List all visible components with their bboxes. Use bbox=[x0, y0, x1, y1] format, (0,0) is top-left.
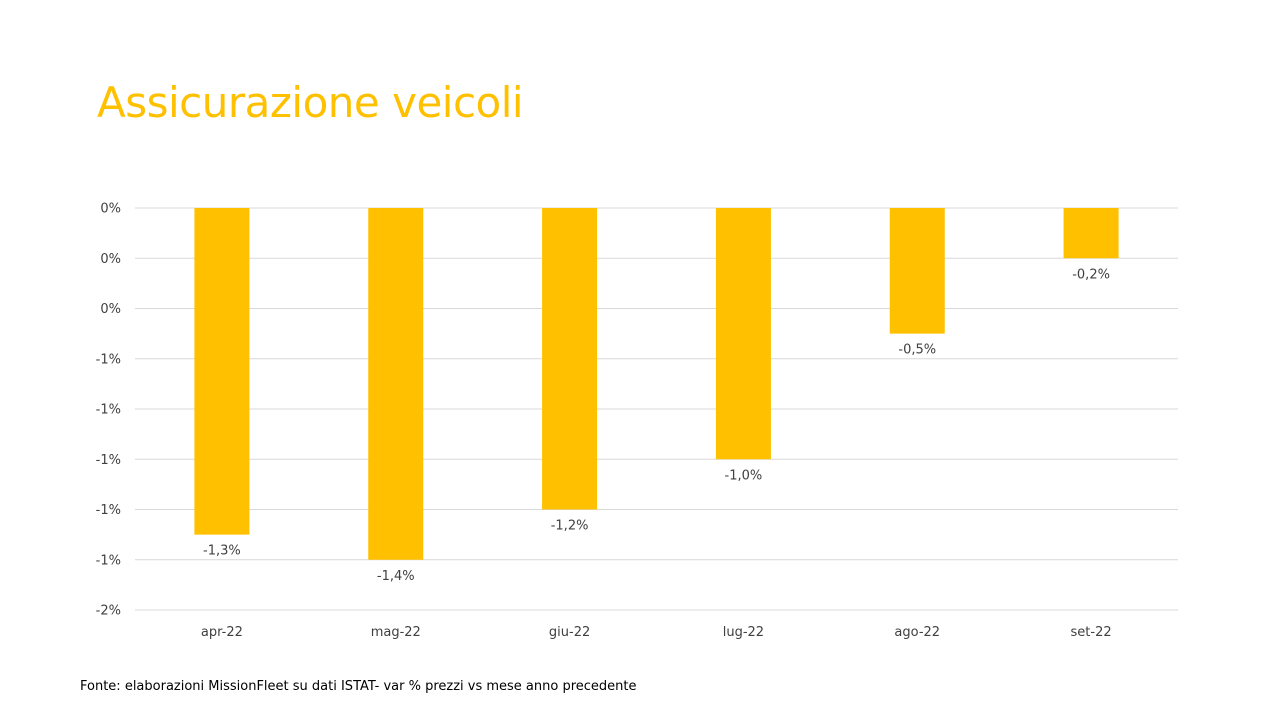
y-tick-label: -1% bbox=[96, 553, 121, 568]
source-note: Fonte: elaborazioni MissionFleet su dati… bbox=[80, 679, 637, 694]
y-tick-label: -2% bbox=[96, 604, 121, 619]
bar bbox=[368, 208, 424, 560]
bar bbox=[542, 208, 598, 510]
data-label: -0,2% bbox=[1072, 267, 1110, 282]
x-tick-label: ago-22 bbox=[894, 625, 940, 640]
y-tick-label: -1% bbox=[96, 403, 121, 418]
x-tick-label: giu-22 bbox=[549, 625, 590, 640]
bar bbox=[194, 208, 250, 535]
bar bbox=[889, 208, 945, 334]
data-label: -0,5% bbox=[898, 343, 936, 358]
y-tick-label: -1% bbox=[96, 352, 121, 367]
x-tick-label: set-22 bbox=[1071, 625, 1112, 640]
x-tick-label: mag-22 bbox=[371, 625, 421, 640]
data-label: -1,2% bbox=[551, 519, 589, 534]
y-tick-label: -1% bbox=[96, 503, 121, 518]
x-tick-label: lug-22 bbox=[723, 625, 764, 640]
data-label: -1,3% bbox=[203, 544, 241, 559]
data-label: -1,4% bbox=[377, 569, 415, 584]
y-tick-label: 0% bbox=[100, 202, 121, 217]
bar bbox=[715, 208, 771, 460]
y-tick-label: 0% bbox=[100, 302, 121, 317]
y-tick-label: 0% bbox=[100, 252, 121, 267]
y-tick-label: -1% bbox=[96, 453, 121, 468]
bar bbox=[1063, 208, 1119, 259]
data-label: -1,0% bbox=[725, 468, 763, 483]
x-tick-label: apr-22 bbox=[201, 625, 243, 640]
slide-title: Assicurazione veicoli bbox=[97, 78, 524, 127]
